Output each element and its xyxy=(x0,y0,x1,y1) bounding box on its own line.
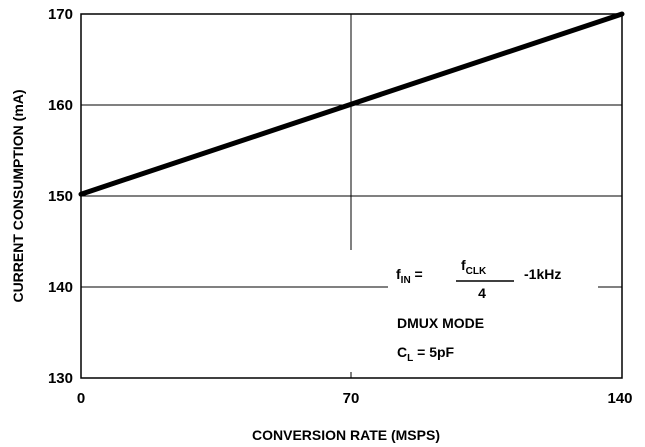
y-tick-labels: 170 160 150 140 130 xyxy=(48,6,73,387)
annotation-cl: CL = 5pF xyxy=(397,344,455,364)
series-line xyxy=(78,11,625,197)
y-axis-label: CURRENT CONSUMPTION (mA) xyxy=(10,89,26,302)
annotation-fin: fIN = xyxy=(396,266,423,286)
annotation-mode: DMUX MODE xyxy=(397,315,484,331)
annotation-fclk: fCLK xyxy=(461,257,487,277)
annotation-block: fIN = fCLK 4 -1kHz DMUX MODE CL = 5pF xyxy=(396,257,561,364)
annotation-denominator: 4 xyxy=(478,285,486,301)
annotation-offset: -1kHz xyxy=(524,266,561,282)
x-axis-label: CONVERSION RATE (MSPS) xyxy=(252,427,440,443)
y-tick-140: 140 xyxy=(48,279,73,296)
y-tick-170: 170 xyxy=(48,6,73,23)
y-tick-150: 150 xyxy=(48,188,73,205)
y-tick-160: 160 xyxy=(48,97,73,114)
grid-lines xyxy=(81,14,622,378)
x-tick-140: 140 xyxy=(607,390,632,407)
y-tick-130: 130 xyxy=(48,370,73,387)
x-tick-70: 70 xyxy=(343,390,360,407)
x-tick-0: 0 xyxy=(77,390,85,407)
x-tick-labels: 0 70 140 xyxy=(77,390,633,407)
